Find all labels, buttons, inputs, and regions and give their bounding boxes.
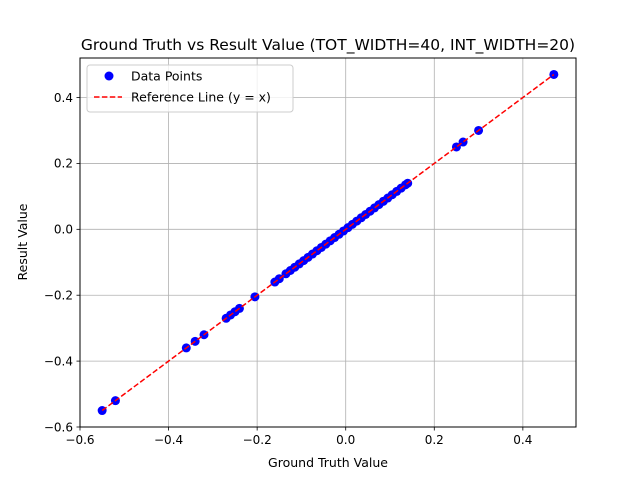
- y-tick-label: −0.2: [44, 289, 73, 303]
- x-tick-label: −0.4: [154, 433, 183, 447]
- legend-label-data-points: Data Points: [131, 69, 202, 84]
- x-tick-label: 0.2: [425, 433, 444, 447]
- reference-line: [101, 73, 555, 412]
- y-tick-label: −0.6: [44, 420, 73, 434]
- legend-box: [86, 64, 294, 113]
- legend-label-reference-line: Reference Line (y = x): [131, 90, 271, 105]
- y-axis-ticks: −0.6 −0.4 −0.2 0.0 0.2 0.4: [44, 91, 80, 434]
- plot-frame: [79, 57, 577, 428]
- x-tick-label: −0.6: [65, 433, 94, 447]
- x-axis-label: Ground Truth Value: [268, 455, 388, 470]
- y-tick-label: 0.0: [54, 223, 73, 237]
- y-axis-label: Result Value: [15, 203, 30, 280]
- x-tick-label: 0.0: [336, 433, 355, 447]
- legend-marker-data-points: [104, 71, 114, 81]
- x-axis-ticks: −0.6 −0.4 −0.2 0.0 0.2 0.4: [65, 427, 532, 447]
- x-tick-label: 0.4: [513, 433, 532, 447]
- y-tick-label: 0.4: [54, 91, 73, 105]
- legend: Data Points Reference Line (y = x): [86, 64, 294, 113]
- x-tick-label: −0.2: [243, 433, 272, 447]
- y-tick-label: 0.2: [54, 157, 73, 171]
- chart-title: Ground Truth vs Result Value (TOT_WIDTH=…: [81, 36, 575, 55]
- y-tick-label: −0.4: [44, 354, 73, 368]
